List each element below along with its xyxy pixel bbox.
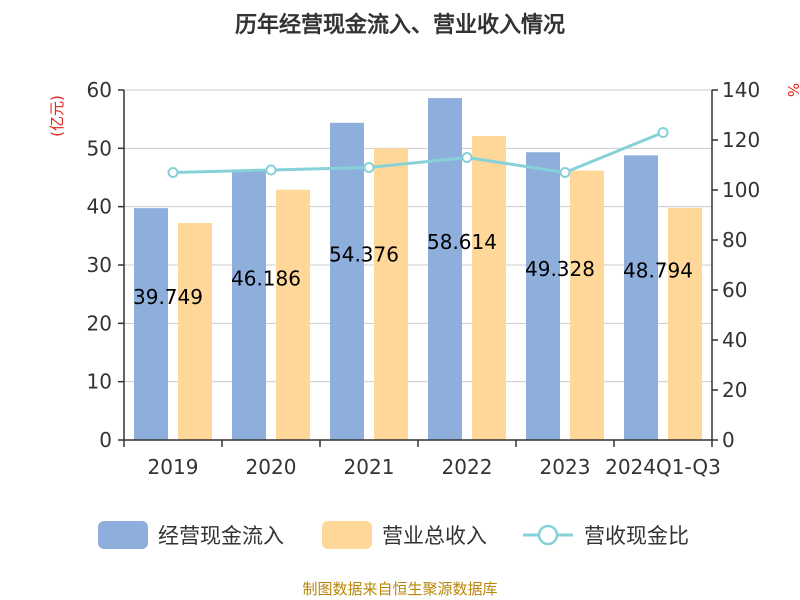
- y-right-tick-label: 20: [722, 378, 747, 402]
- bar-revenue: [570, 170, 604, 440]
- data-label: 49.328: [525, 257, 595, 281]
- y-right-tick-label: 60: [722, 278, 747, 302]
- ratio-point: [657, 127, 669, 138]
- y-left-tick-label: 40: [87, 195, 112, 219]
- bar-cash-inflow: [526, 152, 560, 440]
- y-left-unit: (亿元): [48, 95, 66, 137]
- data-label: 54.376: [329, 242, 399, 266]
- y-left-tick-label: 60: [87, 78, 112, 102]
- gridlines: [124, 89, 712, 383]
- ratio-point: [559, 167, 571, 178]
- y-right-tick-label: 40: [722, 328, 747, 352]
- ratio-point: [363, 162, 375, 173]
- x-tick-label: 2023: [540, 455, 591, 479]
- y-left-tick-label: 30: [87, 253, 112, 277]
- y-left-tick-label: 0: [99, 428, 112, 452]
- source-note: 制图数据来自恒生聚源数据库: [302, 580, 497, 598]
- legend-swatch-cash-inflow: [98, 521, 148, 549]
- legend-label-revenue: 营业总收入: [382, 524, 487, 548]
- bar-cash-inflow: [134, 208, 168, 440]
- x-tick-label: 2022: [442, 455, 493, 479]
- x-tick-label: 2021: [344, 455, 395, 479]
- x-tick-label: 2024Q1-Q3: [605, 455, 721, 479]
- ratio-point: [461, 152, 473, 163]
- y-left-tick-label: 50: [87, 136, 112, 160]
- x-tick-label: 2020: [246, 455, 297, 479]
- legend-swatch-ratio-marker: [537, 524, 559, 546]
- y-right-tick-label: 0: [722, 428, 735, 452]
- data-label: 58.614: [427, 230, 497, 254]
- y-right-unit: %: [784, 83, 800, 97]
- ratio-line: [167, 127, 669, 178]
- bars: [134, 98, 702, 441]
- legend-swatch-revenue: [322, 521, 372, 549]
- data-label: 46.186: [231, 266, 301, 290]
- bar-cash-inflow: [624, 155, 658, 440]
- data-labels: 39.749 46.186 54.376 58.614 49.328 48.794: [133, 230, 693, 309]
- y-right-tick-label: 120: [722, 128, 760, 152]
- legend-label-cash-inflow: 经营现金流入: [158, 524, 284, 548]
- bar-revenue: [276, 189, 310, 440]
- bar-revenue: [668, 207, 702, 440]
- ratio-line-path: [172, 131, 664, 175]
- data-label: 48.794: [623, 259, 693, 283]
- bar-cash-inflow: [330, 122, 364, 440]
- bar-cash-inflow: [232, 170, 266, 440]
- bar-revenue: [472, 136, 506, 441]
- y-left-tick-label: 10: [87, 370, 112, 394]
- legend-label-ratio: 营收现金比: [584, 524, 689, 548]
- chart-title: 历年经营现金流入、营业收入情况: [235, 12, 565, 38]
- bar-revenue: [178, 223, 212, 440]
- axes: 0 10 20 30 40 50 60 0 20 40 60 80 100 120 140 2019 2020 2…: [87, 78, 761, 479]
- bar-revenue: [374, 148, 408, 441]
- legend: 经营现金流入 营业总收入 营收现金比: [98, 521, 689, 549]
- ratio-point: [167, 167, 179, 178]
- y-right-tick-label: 100: [722, 178, 760, 202]
- y-right-tick-label: 140: [722, 78, 760, 102]
- data-label: 39.749: [133, 285, 203, 309]
- y-right-tick-label: 80: [722, 228, 747, 252]
- bar-cash-inflow: [428, 98, 462, 441]
- y-left-tick-label: 20: [87, 311, 112, 335]
- x-tick-label: 2019: [148, 455, 199, 479]
- ratio-point: [265, 164, 277, 176]
